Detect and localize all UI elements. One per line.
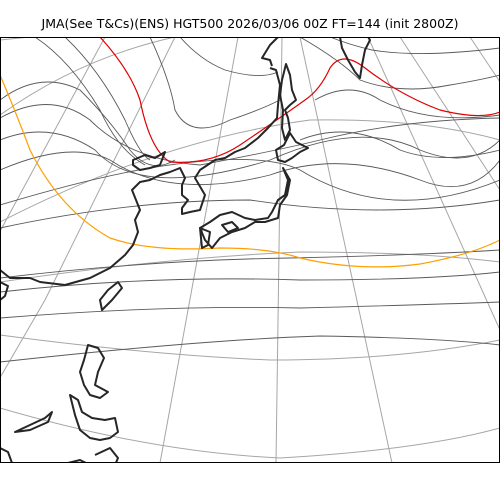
graticule-parallels [0, 37, 500, 459]
coastline-kyushu [199, 227, 211, 249]
coastline-luzon [79, 344, 109, 399]
coastline-north [261, 37, 279, 67]
coastline-shikoku [221, 221, 239, 233]
height-contours [0, 37, 500, 363]
coastline-bohai [132, 151, 166, 171]
coastline-palawan [14, 411, 53, 433]
coastline-borneo [0, 447, 13, 463]
coastline-honshu [199, 167, 291, 249]
coastlines [0, 37, 371, 463]
coastline-mainland [0, 67, 281, 286]
coastline-mindanao [67, 447, 119, 463]
coastline-hokkaido [275, 132, 309, 163]
coastline-sakhalin [279, 63, 297, 141]
coastline-kamchatka [339, 37, 371, 79]
coastline-edge-west [0, 281, 9, 301]
coastline-visayas [69, 394, 119, 441]
contour-5400 [0, 74, 500, 268]
coastline-taiwan [99, 281, 123, 311]
contour-5700 [99, 37, 500, 163]
graticule-meridians [0, 37, 500, 463]
chart-title: JMA(See T&Cs)(ENS) HGT500 2026/03/06 00Z… [41, 16, 459, 31]
